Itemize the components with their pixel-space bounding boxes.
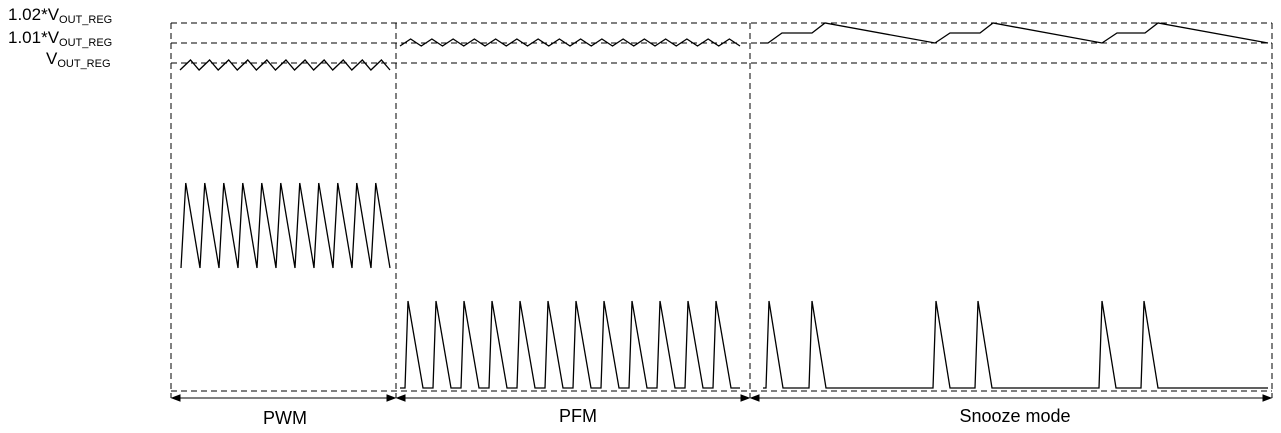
pfm-output-ripple: [399, 38, 741, 47]
pwm-arrow-right: [386, 394, 397, 402]
level-label-1-01: 1.01*VOUT_REG: [8, 28, 113, 49]
mode-label-snooze: Snooze mode: [959, 406, 1071, 426]
pfm-ripple-trace: [399, 38, 741, 47]
pfm-arrow-left: [395, 394, 406, 402]
pwm-current-trace: [180, 182, 391, 269]
level-label-1-02-prefix: 1.02*V: [8, 5, 60, 24]
pwm-output-ripple: [179, 59, 391, 71]
pfm-current-trace: [400, 300, 740, 389]
level-label-1-02: 1.02*VOUT_REG: [8, 5, 113, 26]
pwm-arrow-left: [170, 394, 181, 402]
pfm-inductor-current: [400, 300, 740, 389]
mode-label-pfm: PFM: [559, 406, 597, 426]
snooze-voltage-trace: [760, 22, 1269, 44]
pfm-arrow-right: [740, 394, 751, 402]
snooze-arrow-left: [749, 394, 760, 402]
snooze-arrow-right: [1262, 394, 1273, 402]
level-label-vout-reg: VOUT_REG: [46, 49, 111, 70]
pwm-ripple-trace: [179, 59, 391, 71]
level-label-1-01-prefix: 1.01*V: [8, 28, 60, 47]
snooze-inductor-current: [763, 300, 1268, 389]
pwm-inductor-current: [180, 182, 391, 269]
level-label-1-02-sub: OUT_REG: [59, 14, 113, 26]
level-label-1-01-sub: OUT_REG: [59, 37, 113, 49]
level-label-vout-reg-sub: OUT_REG: [57, 58, 111, 70]
snooze-current-trace: [763, 300, 1268, 389]
snooze-output-voltage: [760, 22, 1269, 44]
mode-label-pwm: PWM: [263, 408, 307, 428]
level-label-vout-reg-prefix: V: [46, 49, 58, 68]
